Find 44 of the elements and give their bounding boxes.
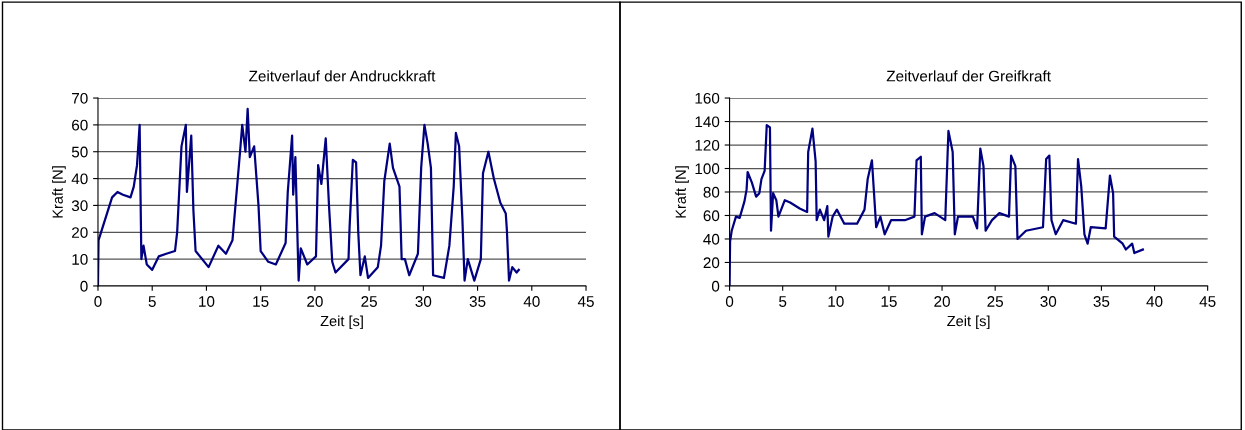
- y-tick-label: 20: [703, 257, 720, 269]
- x-tick-label: 25: [361, 296, 377, 307]
- x-tick-label: 35: [469, 296, 486, 307]
- x-tick-label: 30: [1040, 296, 1057, 307]
- y-tick-label: 0: [80, 280, 88, 292]
- y-tick-label: 120: [695, 139, 720, 151]
- y-tick-label: 0: [711, 280, 720, 292]
- x-tick-label: 0: [725, 296, 734, 307]
- x-tick-label: 40: [523, 296, 540, 307]
- x-tick-label: 15: [253, 296, 269, 307]
- y-tick-label: 140: [695, 116, 720, 128]
- x-tick-label: 5: [779, 296, 787, 307]
- x-axis-title: Zeit [s]: [320, 315, 363, 330]
- y-tick-label: 80: [703, 186, 720, 198]
- line-series: [729, 123, 1144, 286]
- x-tick-label: 5: [148, 296, 156, 307]
- y-tick-label: 30: [71, 200, 88, 212]
- y-tick-label: 40: [71, 173, 88, 185]
- y-tick-label: 20: [72, 227, 88, 238]
- y-tick-label: 10: [72, 253, 88, 265]
- x-tick-label: 10: [199, 296, 215, 307]
- y-tick-label: 160: [695, 92, 720, 104]
- y-tick-label: 100: [695, 163, 720, 175]
- y-tick-label: 60: [72, 119, 88, 131]
- y-tick-label: 70: [72, 92, 88, 104]
- x-tick-label: 40: [1146, 296, 1163, 307]
- y-axis-title: Kraft [N]: [52, 166, 66, 218]
- y-tick-label: 50: [71, 146, 88, 158]
- x-tick-label: 20: [934, 296, 950, 307]
- x-tick-label: 45: [577, 296, 594, 307]
- x-tick-label: 20: [307, 296, 323, 307]
- x-tick-label: 25: [987, 296, 1004, 307]
- x-tick-label: 10: [828, 296, 844, 307]
- x-axis-title: Zeit [s]: [947, 315, 990, 330]
- x-tick-label: 15: [881, 296, 897, 307]
- y-tick-label: 40: [703, 233, 720, 245]
- x-tick-label: 45: [1199, 296, 1216, 307]
- y-tick-label: 60: [703, 210, 720, 222]
- chart-title: Zeitverlauf der Greifkraft: [886, 70, 1051, 82]
- y-axis-title: Kraft [N]: [675, 166, 689, 218]
- x-tick-label: 30: [415, 296, 432, 307]
- x-tick-label: 0: [94, 296, 102, 307]
- x-tick-label: 35: [1093, 296, 1110, 307]
- chart-title: Zeitverlauf der Andruckkraft: [249, 70, 436, 82]
